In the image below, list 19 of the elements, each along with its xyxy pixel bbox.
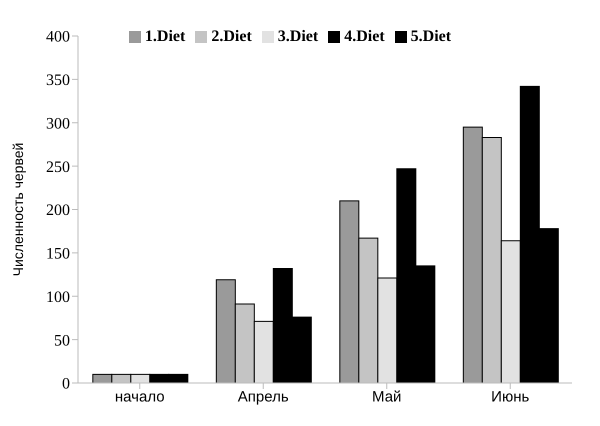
- legend-label: 2.Diet: [211, 28, 252, 45]
- x-tick-label: начало: [114, 388, 165, 406]
- y-tick-label: 300: [46, 115, 70, 132]
- legend-label: 5.Diet: [410, 28, 452, 45]
- x-tick-label: Апрель: [238, 388, 289, 406]
- legend-label: 4.Diet: [344, 28, 385, 45]
- y-tick-label: 200: [46, 202, 70, 220]
- y-axis-title: Численность червей: [10, 142, 26, 276]
- y-tick-label: 250: [46, 158, 70, 176]
- legend-label: 1.Diet: [144, 28, 186, 45]
- y-tick-label: 50: [54, 332, 70, 350]
- y-tick-label: 150: [46, 246, 70, 263]
- y-tick-label: 0: [62, 376, 70, 393]
- y-tick-label: 100: [46, 288, 70, 306]
- y-tick-label: 350: [46, 72, 70, 90]
- legend-label: 3.Diet: [278, 28, 318, 45]
- x-tick-label: Май: [372, 388, 402, 406]
- y-tick-label: 400: [46, 28, 70, 46]
- x-tick-label: Июнь: [491, 388, 530, 406]
